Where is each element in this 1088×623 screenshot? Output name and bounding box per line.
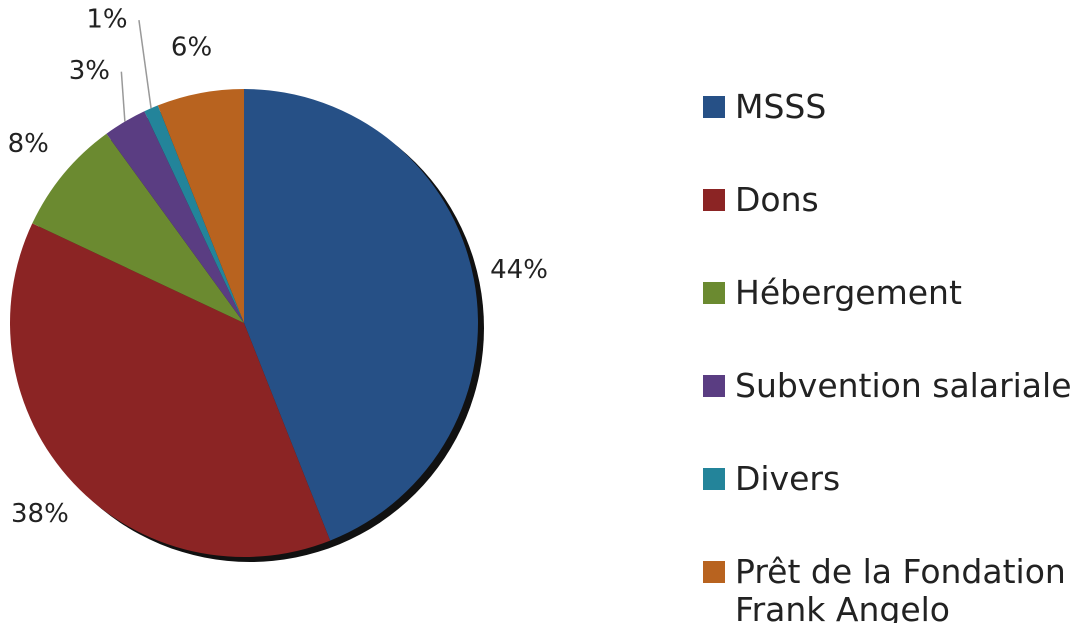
data-label: 3% [69,56,110,86]
pie-slice [144,105,244,323]
legend-label: Dons [735,180,819,219]
legend-item: Dons [703,177,1088,270]
legend-item: Hébergement [703,270,1088,363]
pie-slice [9,223,331,557]
legend-label: Divers [735,459,841,498]
legend-item: MSSS [703,84,1088,177]
data-label: 38% [11,499,69,529]
data-label: 6% [171,32,212,62]
data-label: 44% [490,255,548,285]
leader-line [138,20,152,109]
pie-chart: 44% 38% 8% 3% 1% 6% [8,5,548,562]
legend-label: Hébergement [735,273,962,312]
legend-swatch [703,375,725,397]
legend-swatch [703,282,725,304]
legend: MSSS Dons Hébergement Subvention salariale D… [703,84,1088,623]
pie-slice [106,111,244,323]
pie-slice [157,89,244,323]
leader-line [120,71,126,122]
legend-label: MSSS [735,87,827,126]
legend-item: Prêt de la Fondation Frank Angelo [703,549,1088,623]
legend-item: Subvention salariale [703,363,1088,456]
legend-label: Subvention salariale [735,366,1072,405]
legend-item: Divers [703,456,1088,549]
pie-slice [244,89,479,541]
legend-swatch [703,189,725,211]
legend-label: Prêt de la Fondation Frank Angelo [735,552,1066,623]
legend-swatch [703,96,725,118]
data-label: 8% [8,129,49,159]
legend-swatch [703,561,725,583]
data-label: 1% [86,5,127,35]
pie-slice [32,133,244,323]
legend-swatch [703,468,725,490]
